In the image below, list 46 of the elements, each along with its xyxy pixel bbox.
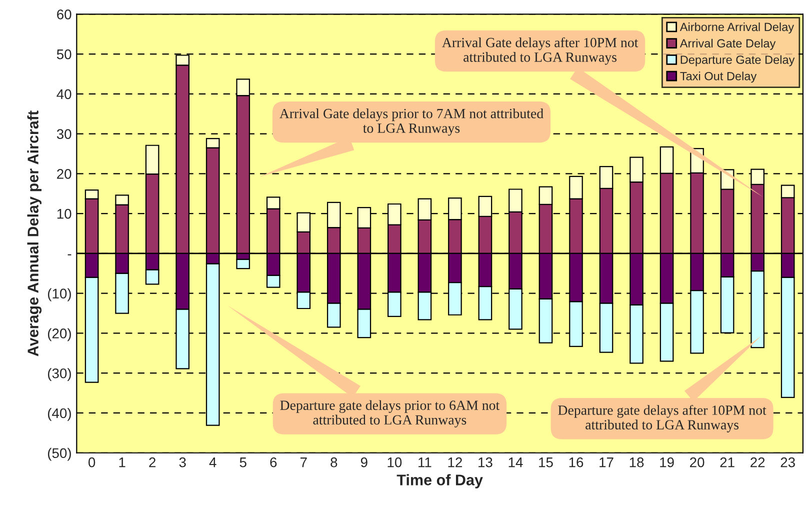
y-tick-label: 10 (57, 208, 72, 219)
y-tick-label: 20 (57, 169, 72, 179)
annotation: Arrival Gate delays after 10PM not attributed to LGA Runways (442, 37, 638, 65)
annotation: Arrival Gate delays prior to 7AM not attributed to LGA Runways (280, 108, 544, 136)
y-tick-label: (50) (48, 448, 71, 461)
x-tick-label: 21 (720, 457, 734, 468)
annotation: Departure gate delays after 10PM not attributed to LGA Runways (558, 404, 766, 432)
legend-label: Airborne Arrival Delay (680, 22, 794, 34)
x-tick-label: 1 (119, 458, 126, 468)
x-tick-label: 10 (388, 457, 402, 468)
x-tick-label: 14 (508, 458, 523, 468)
x-tick-label: 18 (630, 457, 644, 468)
x-tick-label: 16 (569, 457, 584, 468)
legend-label: Departure Gate Delay (680, 55, 795, 66)
x-tick-label: 9 (360, 457, 368, 468)
x-tick-label: 17 (600, 458, 614, 468)
legend-label: Arrival Gate Delay (680, 38, 776, 50)
y-tick-label: (30) (48, 368, 71, 382)
y-tick-label: 30 (56, 129, 72, 139)
x-tick-label: 6 (270, 457, 277, 468)
x-tick-label: 4 (209, 458, 216, 468)
x-tick-label: 5 (240, 458, 246, 468)
x-axis-title: Time of Day (396, 474, 483, 488)
x-tick-label: 23 (780, 457, 795, 468)
x-tick-label: 8 (330, 457, 338, 468)
x-tick-label: 13 (478, 457, 492, 468)
y-tick-label: 40 (56, 89, 72, 100)
legend-label: Taxi Out Delay (680, 72, 757, 83)
x-tick-label: 11 (418, 458, 432, 468)
y-tick-label: 60 (57, 10, 72, 20)
x-tick-label: 3 (179, 457, 186, 468)
y-tick-label: 50 (56, 49, 72, 60)
x-tick-label: 2 (149, 457, 156, 468)
annotation: Departure gate delays prior to 6AM not attributed to LGA Runways (280, 400, 500, 428)
x-tick-label: 7 (300, 458, 307, 468)
y-tick-label: (40) (48, 408, 71, 421)
y-tick-label: - (68, 254, 72, 256)
y-tick-label: (10) (48, 288, 71, 302)
x-tick-label: 12 (448, 457, 462, 468)
x-tick-label: 22 (750, 457, 765, 468)
x-tick-label: 19 (660, 457, 674, 468)
x-tick-label: 20 (690, 457, 704, 468)
y-axis-title: Average Annual Delay per Aircraft (27, 110, 42, 356)
x-tick-label: 0 (88, 457, 96, 468)
x-tick-label: 15 (539, 458, 553, 468)
y-tick-label: (20) (48, 328, 71, 342)
